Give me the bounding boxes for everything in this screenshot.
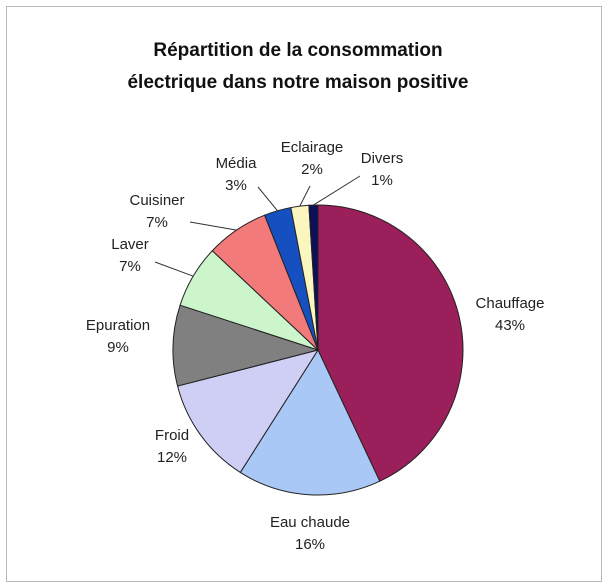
- slice-label-divers: Divers: [361, 150, 404, 167]
- leader-lines: [154, 175, 361, 277]
- slice-labels: Chauffage 43% Eau chaude 16% Froid 12% Epurati…: [86, 139, 545, 553]
- slice-label-chauffage: Chauffage: [476, 295, 545, 312]
- slice-value-divers: 1%: [371, 172, 393, 189]
- slice-label-cuisiner: Cuisiner: [129, 192, 184, 209]
- slice-value-cuisiner: 7%: [146, 214, 168, 231]
- slice-value-epuration: 9%: [107, 339, 129, 356]
- slice-value-eau-chaude: 16%: [295, 536, 325, 553]
- pie-slices: [172, 204, 464, 496]
- slice-label-eau-chaude: Eau chaude: [270, 514, 350, 531]
- slice-value-froid: 12%: [157, 449, 187, 466]
- slice-value-eclairage: 2%: [301, 161, 323, 178]
- leader-line-divers: [313, 175, 361, 206]
- leader-line-m-dia: [257, 186, 278, 212]
- slice-value-chauffage: 43%: [495, 317, 525, 334]
- slice-label-eclairage: Eclairage: [281, 139, 344, 156]
- leader-line-eclairage: [299, 185, 311, 207]
- pie-slice-chauffage: [317, 204, 464, 482]
- leader-line-laver: [154, 261, 194, 277]
- slice-label-laver: Laver: [111, 236, 149, 253]
- slice-label-m-dia: Média: [216, 155, 258, 172]
- slice-label-froid: Froid: [155, 427, 189, 444]
- slice-value-laver: 7%: [119, 258, 141, 275]
- pie-slice-epuration: [172, 304, 320, 387]
- slice-value-m-dia: 3%: [225, 177, 247, 194]
- chart-title-line-2: électrique dans notre maison positive: [127, 72, 468, 93]
- pie-slice-eau-chaude: [239, 348, 381, 496]
- pie-slice-froid: [176, 349, 320, 474]
- leader-line-cuisiner: [189, 221, 237, 231]
- slice-label-epuration: Epuration: [86, 317, 150, 334]
- chart-title-line-1: Répartition de la consommation: [153, 40, 442, 61]
